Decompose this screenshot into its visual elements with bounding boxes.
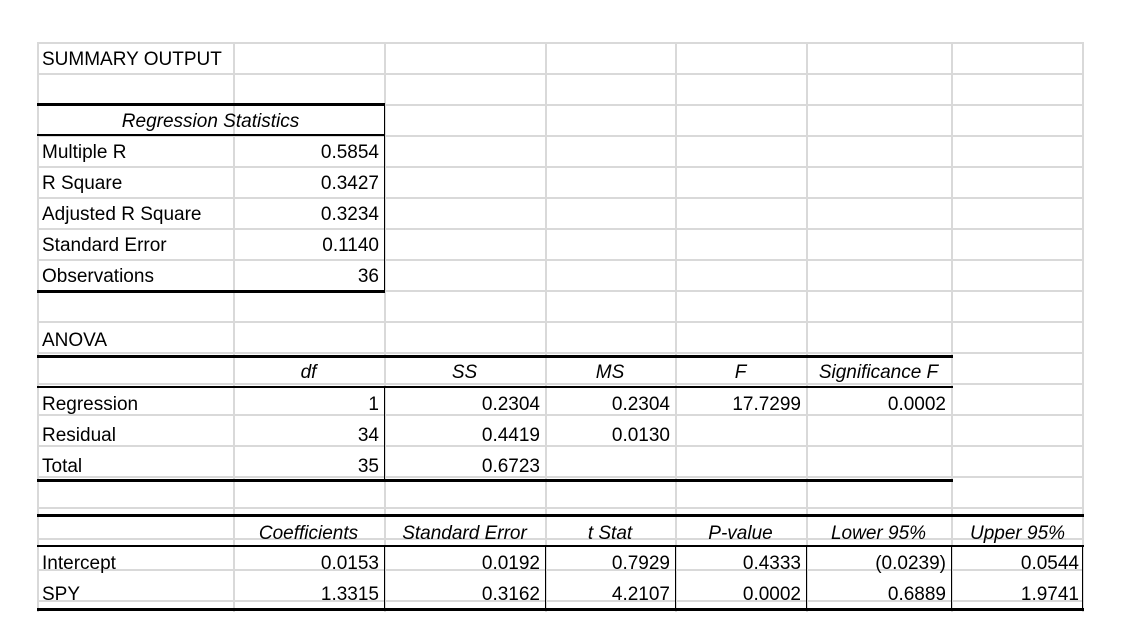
- anova-title: ANOVA: [42, 330, 108, 351]
- anova-cell-ss: 0.6723: [481, 456, 540, 477]
- grid-line: [37, 414, 1084, 416]
- table-border: [37, 386, 953, 388]
- grid-line: [37, 290, 1084, 292]
- grid-line: [37, 42, 1084, 44]
- grid-line: [37, 228, 1084, 230]
- coef-header-standard-error: Standard Error: [402, 523, 527, 544]
- coef-cell: 4.2107: [611, 584, 670, 605]
- grid-line: [37, 73, 1084, 75]
- anova-cell-df: 1: [368, 394, 379, 415]
- coef-header-lower-95: Lower 95%: [830, 523, 927, 544]
- table-border: [37, 290, 385, 293]
- grid-line: [37, 507, 1084, 509]
- grid-line: [806, 42, 808, 612]
- regression-statistics-header: Regression Statistics: [121, 111, 300, 132]
- stat-value: 36: [357, 266, 379, 287]
- grid-line: [37, 135, 1084, 137]
- grid-line: [1082, 42, 1084, 612]
- anova-cell-ms: 0.0130: [611, 425, 670, 446]
- coef-row-label: Intercept: [42, 553, 116, 574]
- anova-header-ms: MS: [595, 362, 625, 383]
- anova-row-label: Total: [42, 456, 83, 477]
- anova-row-label: Regression: [42, 394, 139, 415]
- table-border: [384, 104, 385, 292]
- anova-cell-ss: 0.2304: [481, 394, 540, 415]
- coef-header-coefficients: Coefficients: [258, 523, 359, 544]
- coef-cell: 0.0192: [481, 553, 540, 574]
- coef-cell: 0.0153: [320, 553, 379, 574]
- stat-value: 0.3427: [320, 173, 379, 194]
- table-border: [545, 545, 546, 610]
- coef-cell: 1.3315: [320, 584, 379, 605]
- table-border: [951, 545, 952, 610]
- grid-line: [37, 321, 1084, 323]
- stat-label: Adjusted R Square: [42, 204, 202, 225]
- table-border: [37, 514, 1084, 517]
- grid-line: [545, 42, 547, 612]
- grid-line: [37, 352, 1084, 354]
- table-border: [37, 545, 1084, 547]
- grid-line: [233, 42, 235, 612]
- table-border: [1082, 545, 1083, 610]
- anova-header-significance-f: Significance F: [818, 362, 939, 383]
- coef-cell: 0.7929: [611, 553, 670, 574]
- coef-cell: 0.0002: [742, 584, 801, 605]
- table-border: [37, 608, 1084, 611]
- table-border: [384, 545, 385, 610]
- table-border: [37, 103, 385, 106]
- table-border: [384, 386, 385, 481]
- stat-value: 0.1140: [322, 235, 379, 256]
- table-border: [37, 134, 385, 136]
- anova-cell-ms: 0.2304: [611, 394, 670, 415]
- coef-header-p-value: P-value: [708, 523, 773, 544]
- anova-row-label: Residual: [42, 425, 116, 446]
- grid-line: [384, 42, 386, 612]
- coef-header-upper-95: Upper 95%: [969, 523, 1066, 544]
- stat-value: 0.3234: [320, 204, 379, 225]
- grid-line: [37, 42, 39, 612]
- anova-header-f: F: [734, 362, 747, 383]
- grid-line: [37, 445, 1084, 447]
- anova-cell-f: 17.7299: [732, 394, 801, 415]
- stat-label: Standard Error: [42, 235, 167, 256]
- table-border: [37, 355, 953, 358]
- anova-cell-ss: 0.4419: [481, 425, 540, 446]
- coef-cell: 0.6889: [887, 584, 946, 605]
- summary-title: SUMMARY OUTPUT: [42, 49, 222, 70]
- grid-line: [37, 197, 1084, 199]
- coef-row-label: SPY: [42, 584, 81, 605]
- grid-line: [37, 600, 1084, 602]
- anova-cell-df: 34: [357, 425, 379, 446]
- grid-line: [37, 166, 1084, 168]
- anova-header-ss: SS: [451, 362, 478, 383]
- grid-line: [37, 538, 1084, 540]
- anova-cell-significance-f: 0.0002: [887, 394, 946, 415]
- grid-line: [37, 104, 1084, 106]
- grid-line: [37, 569, 1084, 571]
- table-border: [37, 479, 953, 482]
- grid-line: [37, 259, 1084, 261]
- anova-header-df: df: [300, 362, 317, 383]
- table-border: [675, 545, 676, 610]
- grid-line: [951, 42, 953, 612]
- coef-cell: 1.9741: [1020, 584, 1079, 605]
- coef-cell: 0.0544: [1020, 553, 1079, 574]
- stat-value: 0.5854: [320, 142, 379, 163]
- coef-cell: (0.0239): [875, 553, 946, 574]
- coef-cell: 0.4333: [742, 553, 801, 574]
- grid-line: [675, 42, 677, 612]
- stat-label: Multiple R: [42, 142, 127, 163]
- table-border: [806, 545, 807, 610]
- stat-label: Observations: [42, 266, 154, 287]
- stat-label: R Square: [42, 173, 123, 194]
- anova-cell-df: 35: [357, 456, 379, 477]
- grid-line: [37, 383, 1084, 385]
- coef-header-t-stat: t Stat: [587, 523, 633, 544]
- coef-cell: 0.3162: [481, 584, 540, 605]
- regression-summary-sheet: SUMMARY OUTPUT Regression Statistics Mul…: [37, 42, 1084, 612]
- grid-line: [37, 476, 1084, 478]
